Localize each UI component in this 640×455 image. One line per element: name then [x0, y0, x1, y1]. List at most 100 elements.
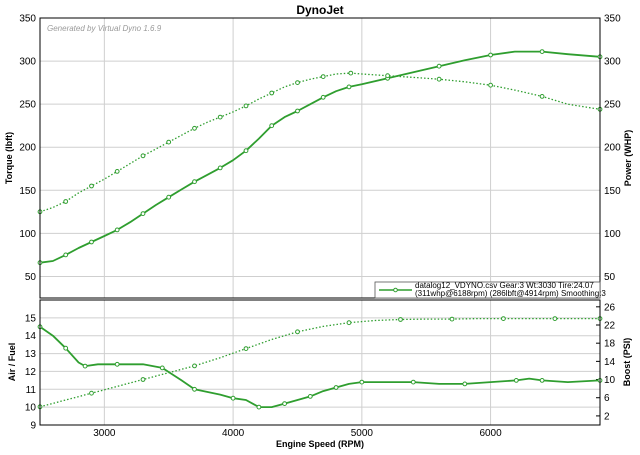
- top-series-dotted-point: [320, 74, 326, 79]
- bottom-plot-area: [40, 300, 600, 425]
- bottom-series-solid-point: [114, 361, 120, 367]
- bottom-right-tick-label: 10: [604, 375, 616, 386]
- generator-watermark: Generated by Virtual Dyno 1.6.9: [47, 24, 162, 33]
- top-left-tick-label: 250: [19, 100, 36, 111]
- top-right-tick-label: 200: [604, 143, 621, 154]
- top-series-solid-point: [320, 94, 326, 100]
- top-series-dotted-point: [166, 139, 172, 145]
- top-left-tick-label: 100: [19, 229, 36, 240]
- boost-axis-label: Boost (PSI): [622, 338, 632, 387]
- bottom-plot-frame: [39, 299, 601, 426]
- bottom-series-solid-point: [82, 363, 88, 369]
- bottom-left-tick-label: 10: [25, 403, 37, 414]
- bottom-series-dotted-point: [449, 316, 455, 322]
- top-plot-frame: [39, 17, 601, 299]
- top-series: [37, 49, 603, 266]
- air-fuel-axis-label: Air / Fuel: [7, 343, 17, 382]
- bottom-series-dotted-line: [39, 317, 600, 408]
- top-right-tick-label: 100: [604, 229, 621, 240]
- bottom-series-solid-point: [359, 379, 365, 385]
- x-tick-label: 3000: [93, 428, 116, 439]
- top-right-tick-label: 300: [604, 57, 621, 68]
- top-series-dotted-point: [295, 80, 300, 85]
- bottom-series-solid-point: [462, 381, 468, 387]
- top-series-solid-point: [114, 227, 120, 233]
- top-left-tick-label: 50: [25, 272, 37, 283]
- chart-title: DynoJet: [296, 3, 343, 17]
- top-series-solid-point: [346, 84, 352, 90]
- top-series-solid-line: [39, 50, 601, 264]
- bottom-series-solid-point: [410, 379, 416, 385]
- bottom-right-tick-label: 2: [604, 411, 610, 422]
- legend: datalog12_VDYNO.csv Gear:3 Wt:3030 Tire:…: [374, 281, 606, 299]
- top-left-tick-label: 300: [19, 57, 36, 68]
- top-left-tick-label: 350: [19, 14, 36, 25]
- top-right-tick-label: 250: [604, 100, 621, 111]
- bottom-left-tick-label: 9: [30, 421, 36, 432]
- bottom-left-tick-label: 14: [25, 331, 37, 342]
- x-tick-label: 6000: [479, 428, 502, 439]
- bottom-right-tick-label: 22: [604, 321, 616, 332]
- top-series-solid-point: [89, 239, 94, 245]
- top-series-dotted-point: [539, 94, 545, 99]
- top-plot-area: [40, 18, 600, 298]
- top-series-solid-point: [166, 194, 172, 200]
- top-series-solid-point: [243, 148, 249, 154]
- top-series-dotted-point: [140, 153, 146, 159]
- top-series-solid-point: [295, 108, 300, 114]
- bottom-left-tick-label: 15: [25, 313, 37, 324]
- top-series-dotted-point: [269, 90, 275, 96]
- afr-boost-panel: 3000 4000 5000 6000910111213141526101418222…: [7, 299, 632, 449]
- bottom-tick-labels: 3000 4000 5000 6000910111213141526101418222…: [25, 302, 616, 439]
- top-series-dotted-point: [348, 70, 354, 76]
- top-series-solid-point: [192, 179, 197, 185]
- top-series-dotted-point: [488, 82, 494, 88]
- bottom-series-solid-point: [333, 385, 339, 390]
- bottom-right-tick-label: 26: [604, 302, 616, 313]
- top-tick-labels: 50 100 150 200 250 300 350 50 100 150 200 250 300 350: [19, 14, 621, 283]
- bottom-series-dotted-point: [552, 316, 558, 322]
- top-series-dotted-point: [436, 76, 442, 82]
- top-series-dotted-point: [217, 114, 223, 120]
- bottom-right-tick-label: 6: [604, 393, 610, 404]
- x-axis-label: Engine Speed (RPM): [276, 439, 364, 449]
- x-tick-label: 4000: [222, 428, 245, 439]
- bottom-series-solid-point: [256, 404, 262, 410]
- top-right-tick-label: 50: [604, 272, 616, 283]
- bottom-series-dotted-point: [295, 329, 300, 335]
- bottom-right-tick-label: 18: [604, 339, 616, 350]
- x-tick-label: 5000: [351, 428, 374, 439]
- bottom-series-solid-point: [63, 345, 69, 351]
- top-series-dotted-point: [114, 169, 120, 174]
- top-series-solid-point: [488, 52, 494, 58]
- bottom-left-tick-label: 13: [25, 349, 37, 360]
- top-right-tick-label: 150: [604, 186, 621, 197]
- bottom-series-solid-point: [282, 401, 288, 407]
- bottom-left-tick-label: 12: [25, 367, 37, 378]
- bottom-series-dotted-point: [192, 363, 197, 369]
- bottom-series-solid-point: [307, 394, 313, 399]
- legend-text-line-1: datalog12_VDYNO.csv Gear:3 Wt:3030 Tire:…: [415, 281, 594, 290]
- top-left-tick-label: 150: [19, 186, 36, 197]
- bottom-series-solid-point: [159, 365, 165, 371]
- top-series-solid-point: [217, 165, 223, 171]
- legend-marker: [393, 287, 398, 293]
- top-series-solid-point: [140, 211, 146, 217]
- top-series-solid-point: [63, 252, 69, 258]
- top-series-solid-point: [539, 49, 545, 54]
- top-series-solid-point: [436, 63, 442, 69]
- top-series-dotted-point: [192, 125, 197, 131]
- bottom-series-dotted-point: [346, 320, 352, 326]
- power-torque-panel: 50 100 150 200 250 300 350 50 100 150 200 250 300 350…: [4, 14, 633, 299]
- top-series-dotted-point: [63, 199, 69, 204]
- bottom-series-dotted-point: [243, 346, 249, 352]
- bottom-series-solid-point: [192, 386, 197, 392]
- legend-text-line-2: (311whp@6188rpm) (286lbft@4914rpm) Smoot…: [415, 289, 606, 298]
- top-right-tick-label: 350: [604, 14, 621, 25]
- top-series-dotted-point: [89, 183, 94, 189]
- bottom-series-solid-point: [513, 378, 519, 383]
- top-series-dotted-point: [385, 73, 391, 79]
- top-left-tick-label: 200: [19, 143, 36, 154]
- top-series-solid-point: [269, 123, 275, 129]
